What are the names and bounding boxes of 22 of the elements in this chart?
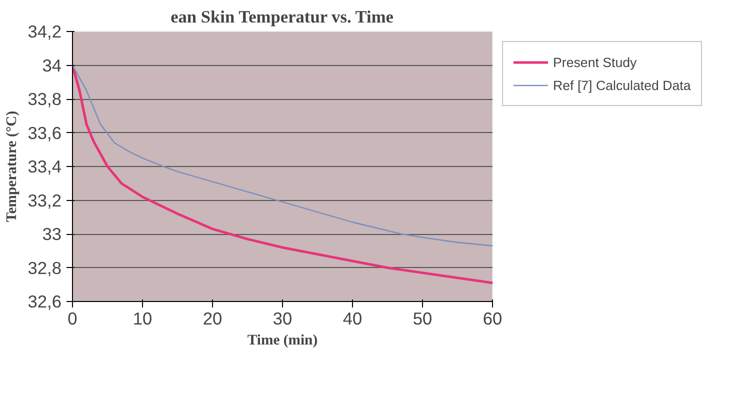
x-tick-label: 40: [342, 308, 362, 328]
x-tick-label: 10: [132, 308, 152, 328]
legend-label: Present Study: [553, 54, 637, 70]
y-tick-label: 33,6: [28, 122, 62, 143]
y-tick-label: 33: [42, 224, 62, 244]
y-tick-label: 34: [42, 55, 62, 76]
x-tick-label: 0: [68, 308, 78, 328]
y-tick-label: 34,2: [28, 22, 62, 42]
y-tick-label: 33,8: [28, 89, 62, 109]
x-axis-title: Time (min): [247, 332, 318, 348]
line-series: [72, 64, 492, 246]
x-tick-label: 20: [202, 308, 222, 328]
y-tick-label: 33,4: [28, 156, 62, 176]
y-tick-label: 32,6: [28, 292, 62, 312]
y-axis-title: Temperature (°C): [4, 110, 20, 222]
y-tick-label: 33,2: [28, 190, 62, 210]
legend-label: Ref [7] Calculated Data: [553, 78, 691, 92]
x-tick-label: 60: [482, 308, 502, 328]
x-tick-label: 30: [272, 308, 292, 328]
x-tick-label: 50: [412, 308, 432, 328]
y-tick-label: 32,8: [28, 258, 62, 278]
chart-title: ean Skin Temperatur vs. Time: [170, 8, 394, 26]
